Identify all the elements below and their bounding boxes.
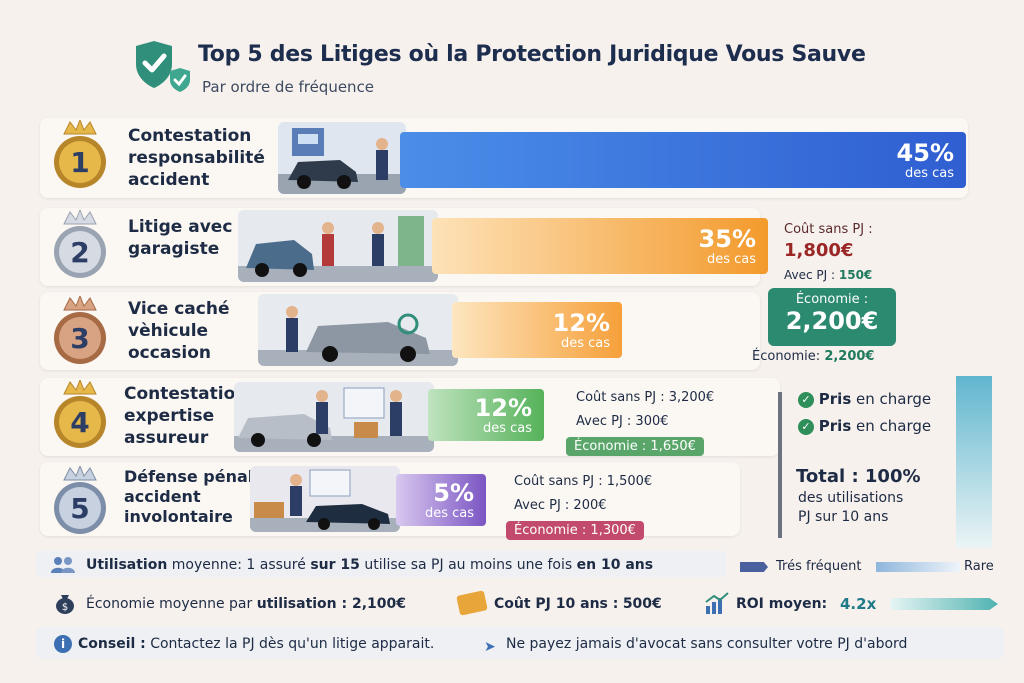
bar-5: 5% des cas <box>396 474 486 526</box>
rank-3-medal-icon: 3 <box>50 294 110 368</box>
row-2-cost-without-value: 1,800€ <box>784 240 854 261</box>
svg-text:5: 5 <box>70 492 89 525</box>
tip-text-2: Ne payez jamais d'avocat sans consulter … <box>506 636 908 652</box>
check-item-1: ✓ Pris en charge <box>798 390 931 408</box>
check-circle-icon: ✓ <box>798 418 814 435</box>
svg-text:$: $ <box>62 602 68 613</box>
side-divider <box>778 392 782 538</box>
bar-1-value: 45% <box>896 138 954 167</box>
svg-text:1: 1 <box>70 146 89 179</box>
arrow-right-icon: ➤ <box>484 639 496 655</box>
shield-check-icon <box>136 41 190 92</box>
frequent-arrow-icon <box>740 562 768 572</box>
row-3-label: Vice caché vèhicule occasion <box>128 299 230 363</box>
garagiste-illustration <box>238 210 438 282</box>
bar-1: 45% des cas <box>400 132 966 188</box>
rank-1-medal-icon: 1 <box>50 118 110 192</box>
bar-4-unit: des cas <box>482 420 532 436</box>
page-title: Top 5 des Litiges où la Protection Jurid… <box>198 42 866 67</box>
penal-illustration <box>250 466 400 532</box>
row-3-economy-badge: Économie : 2,200€ <box>768 288 896 346</box>
legend-frequent: Trés fréquent <box>776 559 862 574</box>
svg-text:2: 2 <box>70 236 89 269</box>
bar-4-value: 12% <box>474 393 532 422</box>
users-icon <box>50 555 76 573</box>
row-4-label: Contestation expertise assureur <box>124 384 248 448</box>
roi-value: 4.2x <box>840 595 877 613</box>
bar-4: 12% des cas <box>428 389 544 441</box>
expertise-illustration <box>234 382 434 452</box>
row-5-cost-without: Coût sans PJ : 1,500€ <box>514 474 653 489</box>
tip-panel <box>36 627 1004 659</box>
total-label: Total : 100% <box>796 466 921 487</box>
chart-growth-icon <box>704 592 730 614</box>
row-5-economy-pill: Économie : 1,300€ <box>506 521 644 540</box>
row-5-label: Défense pénale accident involontaire <box>124 467 265 526</box>
check-item-2: ✓ Pris en charge <box>798 417 931 435</box>
frequency-gradient-bar <box>956 376 992 548</box>
info-icon: i <box>54 635 72 653</box>
legend-gradient <box>876 562 960 572</box>
row-4-economy-pill: Économie : 1,650€ <box>566 437 704 456</box>
money-bag-icon: $ <box>54 592 76 614</box>
svg-text:3: 3 <box>70 322 89 355</box>
vice-cache-illustration <box>258 294 458 366</box>
average-economy: Économie moyenne par utilisation : 2,100… <box>86 596 407 612</box>
bar-5-value: 5% <box>433 478 474 507</box>
usage-panel <box>36 551 726 577</box>
rank-2-medal-icon: 2 <box>50 208 110 282</box>
pj-cost: Coût PJ 10 ans : 500€ <box>494 596 662 612</box>
row-4-with-pj: Avec PJ : 300€ <box>576 414 669 429</box>
row-2-with-pj: Avec PJ : 150€ <box>784 268 873 282</box>
bar-2-value: 35% <box>698 224 756 253</box>
row-2-label: Litige avec garagiste <box>128 217 233 259</box>
total-line-1: des utilisations <box>798 490 904 506</box>
legend-rare: Rare <box>964 559 994 574</box>
bar-3-unit: des cas <box>560 335 610 351</box>
usage-text: Utilisation moyenne: 1 assuré sur 15 uti… <box>86 557 654 573</box>
bar-3: 12% des cas <box>452 302 622 358</box>
roi-arrow <box>890 598 998 610</box>
svg-text:4: 4 <box>70 406 89 439</box>
page-subtitle: Par ordre de fréquence <box>202 78 375 96</box>
check-circle-icon: ✓ <box>798 391 814 408</box>
accident-illustration <box>278 122 406 194</box>
bar-2: 35% des cas <box>432 218 768 274</box>
tip-text: Conseil : Contactez la PJ dès qu'un liti… <box>78 636 435 652</box>
bar-2-unit: des cas <box>706 251 756 267</box>
bar-5-unit: des cas <box>424 505 474 521</box>
ticket-icon <box>456 590 488 616</box>
row-1-label: Contestation responsabilité accident <box>128 126 265 190</box>
roi-label: ROI moyen: <box>736 596 828 612</box>
bar-3-value: 12% <box>552 308 610 337</box>
row-2-cost-without-label: Coût sans PJ : <box>784 222 873 237</box>
rank-5-medal-icon: 5 <box>50 464 110 538</box>
bar-1-unit: des cas <box>904 165 954 181</box>
row-5-with-pj: Avec PJ : 200€ <box>514 498 607 513</box>
row-3-economy-line: Économie: 2,200€ <box>752 349 875 364</box>
row-4-cost-without: Coût sans PJ : 3,200€ <box>576 390 715 405</box>
total-line-2: PJ sur 10 ans <box>798 509 889 525</box>
rank-4-medal-icon: 4 <box>50 378 110 452</box>
